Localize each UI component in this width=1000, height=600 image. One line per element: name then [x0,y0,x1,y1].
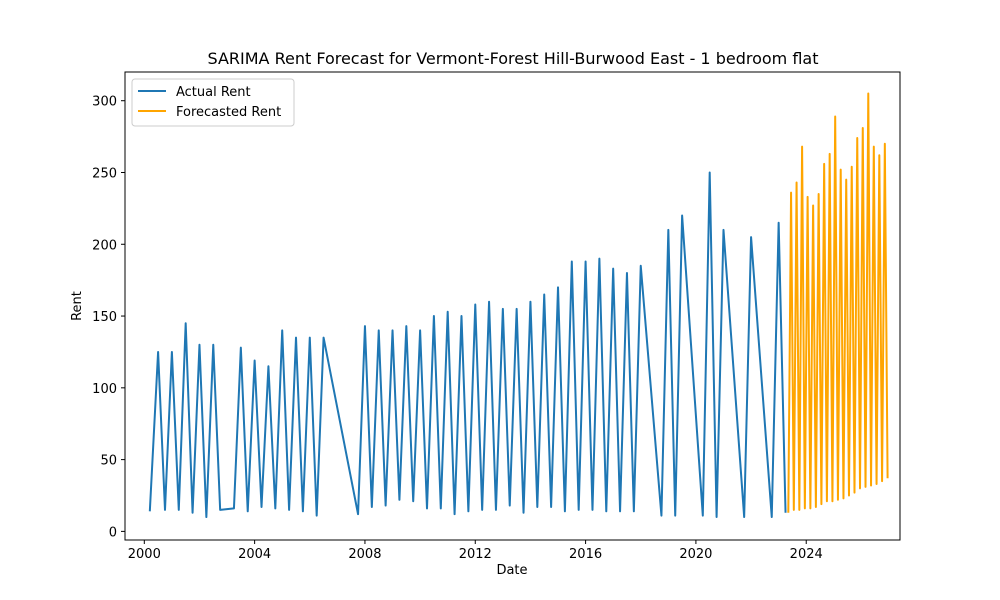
y-tick-label: 100 [92,382,117,397]
legend: Actual Rent Forecasted Rent [131,78,295,127]
x-tick-label: 2008 [348,547,381,562]
y-axis: 0 50 100 150 200 250 300 [92,95,125,540]
y-tick-label: 150 [92,310,117,325]
y-tick-label: 300 [92,95,117,110]
chart-title: SARIMA Rent Forecast for Vermont-Forest … [208,49,819,68]
series-line-actual-rent [148,171,787,519]
x-tick-label: 2012 [459,547,492,562]
y-axis-label: Rent [70,291,85,321]
x-tick-label: 2016 [569,547,602,562]
x-tick-label: 2000 [128,547,161,562]
plot-area [124,71,901,541]
y-tick-label: 200 [92,238,117,253]
y-tick-label: 250 [92,166,117,181]
y-tick-label: 0 [109,525,117,540]
x-axis-label: Date [496,563,527,578]
legend-box [131,78,295,127]
series-layer [148,92,889,519]
x-axis: 2000 2004 2008 2012 2016 2020 2024 [128,540,823,562]
x-tick-label: 2020 [679,547,712,562]
series-line-forecasted-rent [787,92,889,513]
y-tick-label: 50 [100,454,117,469]
legend-label-actual-rent: Actual Rent [176,85,251,100]
legend-label-forecasted-rent: Forecasted Rent [176,105,281,120]
x-tick-label: 2004 [238,547,271,562]
x-tick-label: 2024 [790,547,823,562]
